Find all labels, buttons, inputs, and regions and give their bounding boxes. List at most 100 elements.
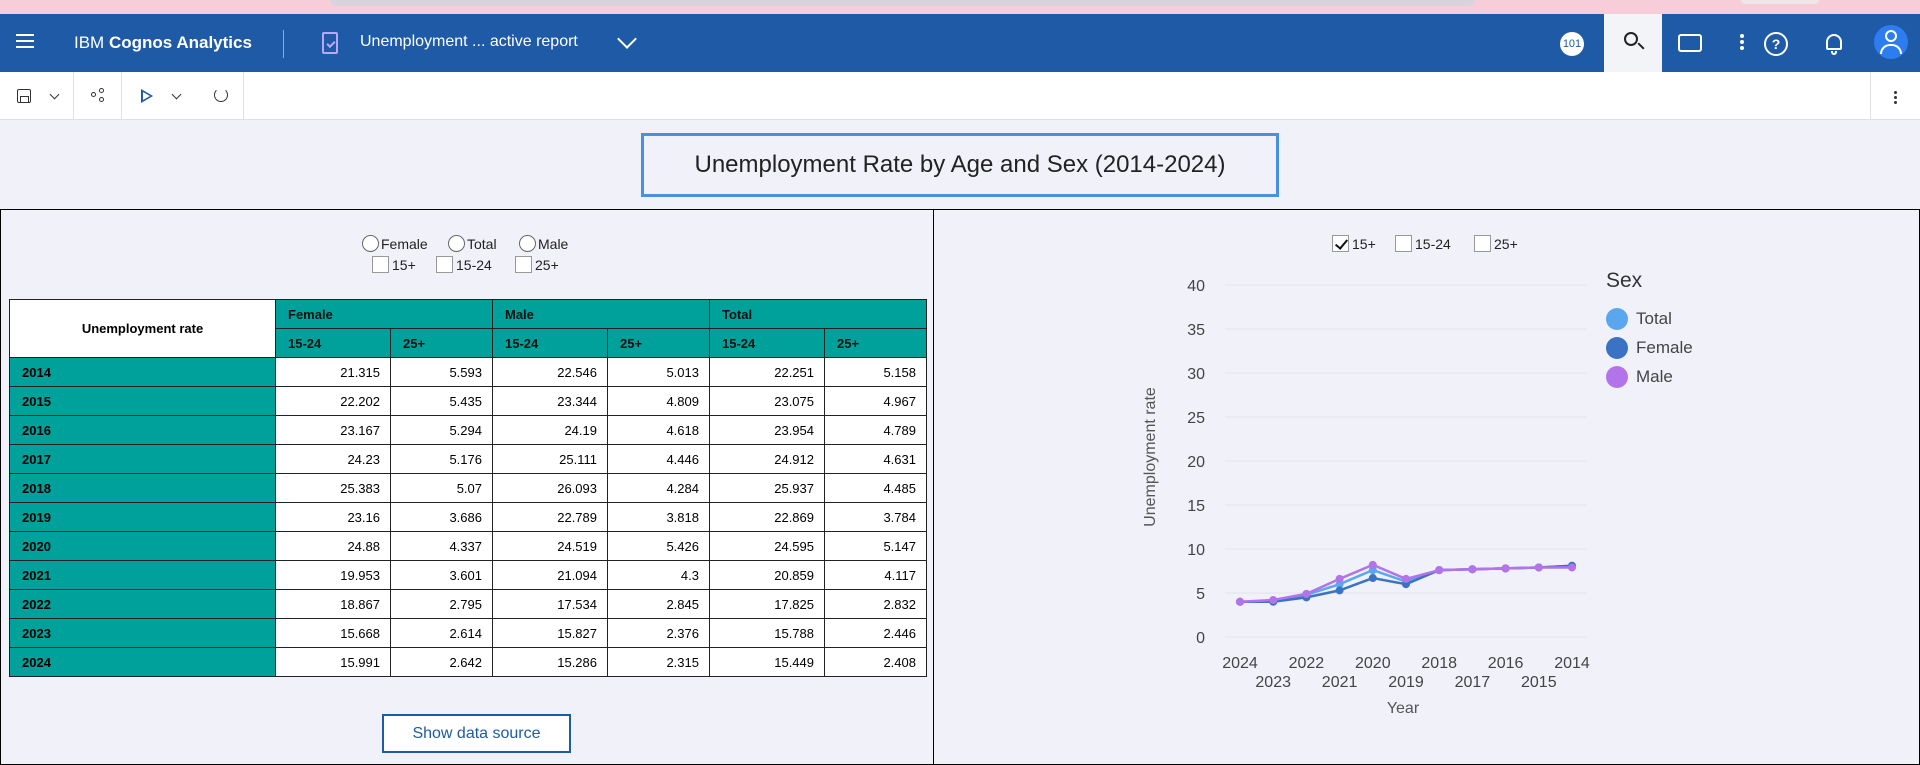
data-point-male[interactable] xyxy=(1236,597,1244,606)
table-cell: 20.859 xyxy=(709,560,825,590)
table-cell: 25.383 xyxy=(275,473,391,503)
checkbox-25plus[interactable]: 25+ xyxy=(515,256,559,273)
group-header-total: Total xyxy=(709,299,927,329)
legend-item-male[interactable]: Male xyxy=(1606,366,1673,388)
y-tick-label: 25 xyxy=(1187,410,1205,427)
chevron-down-icon[interactable] xyxy=(49,89,60,100)
table-cell: 3.818 xyxy=(607,502,710,532)
table-cell: 24.912 xyxy=(709,444,825,474)
table-cell: 15.991 xyxy=(275,647,391,677)
table-row: 2014 21.315 5.593 22.546 5.013 22.251 5.158 xyxy=(9,357,927,387)
legend-item-total[interactable]: Total xyxy=(1606,308,1672,330)
table-cell: 17.825 xyxy=(709,589,825,619)
report-title[interactable]: Unemployment ... active report xyxy=(360,33,578,50)
data-point-male[interactable] xyxy=(1269,596,1278,605)
data-point-male[interactable] xyxy=(1501,564,1510,573)
show-data-source-button[interactable]: Show data source xyxy=(382,714,571,753)
share-button[interactable] xyxy=(74,72,122,120)
save-icon xyxy=(17,89,31,103)
table-cell: 26.093 xyxy=(492,473,608,503)
table-cell: 15.449 xyxy=(709,647,825,677)
x-tick-label: 2019 xyxy=(1388,674,1424,691)
row-year: 2024 xyxy=(9,647,276,677)
table-cell: 23.954 xyxy=(709,415,825,445)
legend-item-female[interactable]: Female xyxy=(1606,337,1693,359)
checkbox-15-24[interactable]: 15-24 xyxy=(436,256,492,273)
table-cell: 22.789 xyxy=(492,502,608,532)
data-point-male[interactable] xyxy=(1302,589,1311,598)
row-year: 2014 xyxy=(9,357,276,387)
data-point-male[interactable] xyxy=(1368,560,1377,569)
overflow-menu-icon[interactable] xyxy=(1730,32,1754,56)
radio-male[interactable]: Male xyxy=(519,235,568,252)
table-cell: 22.546 xyxy=(492,357,608,387)
table-cell: 2.446 xyxy=(824,618,927,648)
x-tick-label: 2023 xyxy=(1255,674,1291,691)
y-tick-label: 5 xyxy=(1196,586,1205,603)
table-cell: 5.294 xyxy=(390,415,493,445)
table-cell: 2.845 xyxy=(607,589,710,619)
table-cell: 23.075 xyxy=(709,386,825,416)
y-tick-label: 40 xyxy=(1187,278,1205,295)
data-point-female[interactable] xyxy=(1368,574,1377,583)
chevron-down-icon[interactable] xyxy=(617,29,637,49)
help-icon[interactable]: ? xyxy=(1764,32,1788,56)
table-cell: 3.601 xyxy=(390,560,493,590)
y-tick-label: 0 xyxy=(1196,630,1205,647)
report-icon xyxy=(322,32,338,54)
chevron-down-icon[interactable] xyxy=(171,89,182,100)
refresh-icon[interactable] xyxy=(214,88,228,102)
run-button[interactable] xyxy=(122,72,244,120)
row-year: 2021 xyxy=(9,560,276,590)
table-cell: 25.937 xyxy=(709,473,825,503)
table-cell: 4.789 xyxy=(824,415,927,445)
report-heading: Unemployment Rate by Age and Sex (2014-2… xyxy=(641,133,1279,197)
save-button[interactable] xyxy=(0,72,74,120)
table-cell: 5.435 xyxy=(390,386,493,416)
chart-checkbox-15plus[interactable]: 15+ xyxy=(1332,235,1376,252)
address-bar[interactable] xyxy=(330,0,1475,6)
group-header-female: Female xyxy=(275,299,493,329)
row-year: 2019 xyxy=(9,502,276,532)
table-cell: 15.668 xyxy=(275,618,391,648)
table-cell: 18.867 xyxy=(275,589,391,619)
table-row: 2021 19.953 3.601 21.094 4.3 20.859 4.117 xyxy=(9,560,927,590)
x-tick-label: 2014 xyxy=(1554,655,1590,672)
data-point-male[interactable] xyxy=(1435,566,1444,575)
table-cell: 4.117 xyxy=(824,560,927,590)
chart-checkbox-25plus[interactable]: 25+ xyxy=(1474,235,1518,252)
table-cell: 5.426 xyxy=(607,531,710,561)
data-point-male[interactable] xyxy=(1534,563,1543,572)
table-row: 2023 15.668 2.614 15.827 2.376 15.788 2.446 xyxy=(9,618,927,648)
app-header: IBM Cognos Analytics Unemployment ... ac… xyxy=(0,14,1920,72)
checkbox-15plus[interactable]: 15+ xyxy=(372,256,416,273)
user-icon[interactable] xyxy=(1862,14,1920,72)
table-cell: 5.176 xyxy=(390,444,493,474)
data-point-male[interactable] xyxy=(1568,563,1576,572)
table-cell: 5.158 xyxy=(824,357,927,387)
y-tick-label: 30 xyxy=(1187,366,1205,383)
search-button[interactable] xyxy=(1604,14,1662,72)
notification-icon[interactable] xyxy=(1822,32,1846,56)
row-year: 2015 xyxy=(9,386,276,416)
toolbar-overflow-icon[interactable] xyxy=(1870,72,1920,120)
app-brand: IBM Cognos Analytics xyxy=(74,33,252,53)
radio-total[interactable]: Total xyxy=(448,235,497,252)
chat-icon[interactable] xyxy=(1678,34,1702,52)
browser-control[interactable] xyxy=(1740,0,1820,4)
radio-female[interactable]: Female xyxy=(362,235,428,252)
row-year: 2020 xyxy=(9,531,276,561)
data-point-female[interactable] xyxy=(1335,586,1344,595)
menu-icon[interactable] xyxy=(16,34,34,48)
table-cell: 4.3 xyxy=(607,560,710,590)
sub-header: 25+ xyxy=(607,328,710,358)
data-point-male[interactable] xyxy=(1468,565,1477,574)
table-row: 2020 24.88 4.337 24.519 5.426 24.595 5.147 xyxy=(9,531,927,561)
table-cell: 22.869 xyxy=(709,502,825,532)
chart-checkbox-15-24[interactable]: 15-24 xyxy=(1395,235,1451,252)
table-cell: 22.251 xyxy=(709,357,825,387)
data-point-male[interactable] xyxy=(1402,574,1410,583)
y-tick-label: 35 xyxy=(1187,322,1205,339)
status-badge[interactable]: 101 xyxy=(1560,32,1584,56)
data-point-male[interactable] xyxy=(1335,574,1344,583)
